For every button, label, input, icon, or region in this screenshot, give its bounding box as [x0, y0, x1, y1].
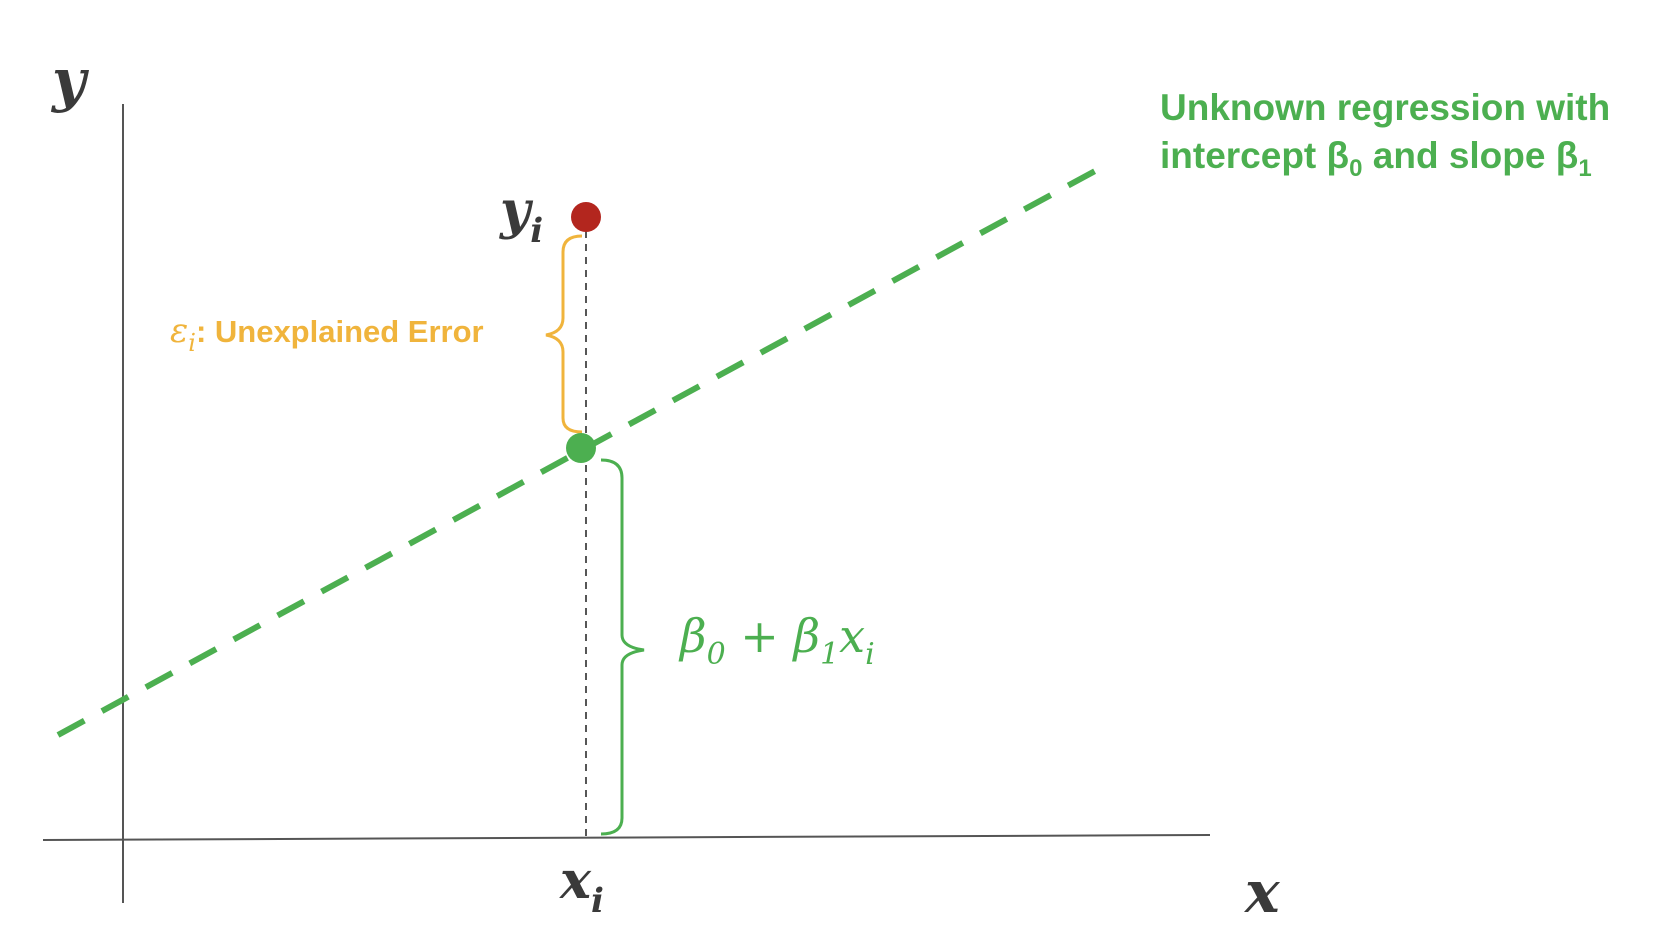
- error-label: εi: Unexplained Error: [170, 311, 484, 357]
- fitted-point: [566, 433, 596, 463]
- fitted-label: β0 + β1xi: [678, 609, 875, 672]
- x-axis-label: x: [1243, 858, 1281, 926]
- xi-label: xi: [559, 850, 604, 921]
- yi-label: yi: [499, 180, 543, 251]
- error-brace: [545, 234, 583, 434]
- y-axis-label: y: [50, 46, 90, 114]
- regression-title-line1: Unknown regression with: [1160, 87, 1610, 128]
- x-axis: [42, 834, 1211, 841]
- fitted-brace: [600, 458, 645, 836]
- regression-title-line2: intercept β0 and slope β1: [1160, 135, 1592, 182]
- observed-point: [571, 202, 601, 232]
